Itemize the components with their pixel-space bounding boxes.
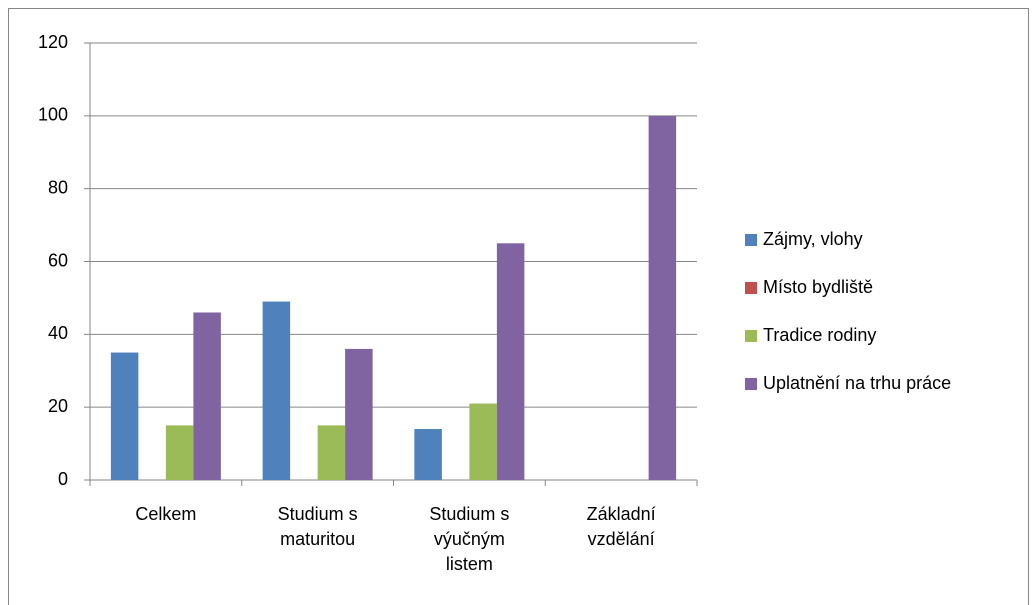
bar — [110, 352, 139, 480]
bar — [469, 403, 497, 480]
y-tick-label: 0 — [58, 469, 68, 489]
legend-swatch — [745, 234, 757, 246]
y-tick-label: 80 — [48, 177, 68, 197]
legend-label: Místo bydliště — [763, 277, 873, 297]
legend-swatch — [745, 282, 757, 294]
y-tick-label: 40 — [48, 323, 68, 343]
x-tick-label: Studium s výučným listem — [429, 504, 510, 574]
x-tick-label: Studium s maturitou — [277, 504, 358, 549]
bar — [165, 425, 194, 480]
bar — [414, 429, 442, 480]
legend-label: Uplatnění na trhu práce — [763, 373, 951, 393]
x-tick-label: Celkem — [135, 504, 197, 524]
legend-swatch — [745, 378, 757, 390]
chart-border — [8, 8, 1029, 605]
legend-swatch — [745, 330, 757, 342]
y-tick-label: 60 — [48, 250, 68, 270]
y-tick-label: 20 — [48, 396, 68, 416]
bar — [648, 115, 677, 480]
bar — [317, 425, 346, 480]
y-tick-label: 120 — [38, 32, 68, 52]
bar — [345, 348, 373, 480]
y-tick-label: 100 — [38, 105, 68, 125]
bar — [496, 243, 525, 480]
bar — [262, 301, 291, 480]
legend-label: Tradice rodiny — [763, 325, 876, 345]
legend-label: Zájmy, vlohy — [763, 229, 863, 249]
x-tick-label: Základní vzdělání — [586, 504, 656, 549]
bar — [193, 312, 221, 480]
